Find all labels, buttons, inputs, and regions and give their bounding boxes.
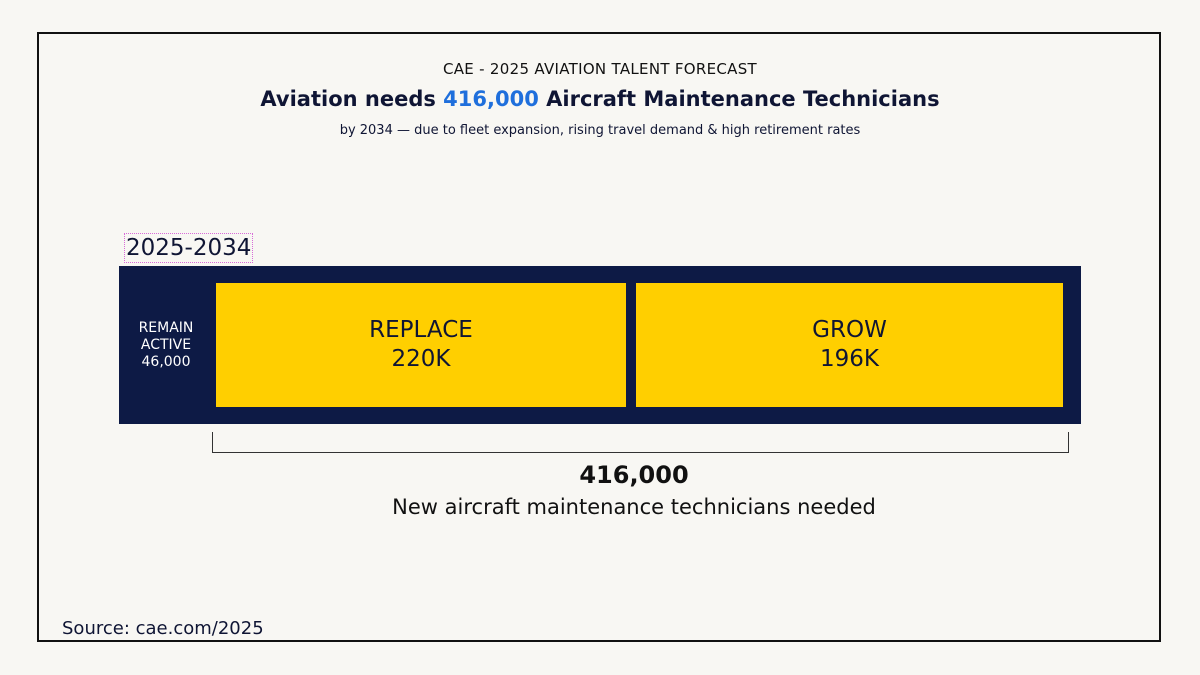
- total-label: New aircraft maintenance technicians nee…: [392, 495, 876, 519]
- segment-replace: REPLACE 220K: [216, 283, 626, 407]
- segment-replace-value: 220K: [391, 346, 451, 372]
- source-note: Source: cae.com/2025: [62, 618, 264, 639]
- chart-eyebrow: CAE - 2025 AVIATION TALENT FORECAST: [442, 60, 758, 78]
- segment-remain-value: 46,000: [141, 353, 191, 370]
- segment-grow: GROW 196K: [636, 283, 1063, 407]
- title-lead: Aviation needs: [260, 87, 444, 111]
- total-bracket: [212, 432, 1069, 453]
- segment-remain-label-2: ACTIVE: [140, 336, 192, 353]
- chart-subtitle: by 2034 — due to fleet expansion, rising…: [339, 123, 861, 138]
- segment-grow-label: GROW: [812, 317, 887, 343]
- segment-remain-active: REMAIN ACTIVE 46,000: [119, 266, 213, 424]
- segment-remain-label-1: REMAIN: [138, 319, 194, 336]
- total-value: 416,000: [579, 461, 689, 489]
- title-tail: Aircraft Maintenance Technicians: [538, 87, 940, 111]
- segment-replace-label: REPLACE: [369, 317, 473, 343]
- period-label: 2025-2034: [124, 233, 254, 263]
- chart-frame: [37, 32, 1161, 642]
- title-highlight-number: 416,000: [443, 87, 539, 111]
- segment-grow-value: 196K: [820, 346, 879, 372]
- chart-title: Aviation needs 416,000 Aircraft Maintena…: [0, 87, 1200, 111]
